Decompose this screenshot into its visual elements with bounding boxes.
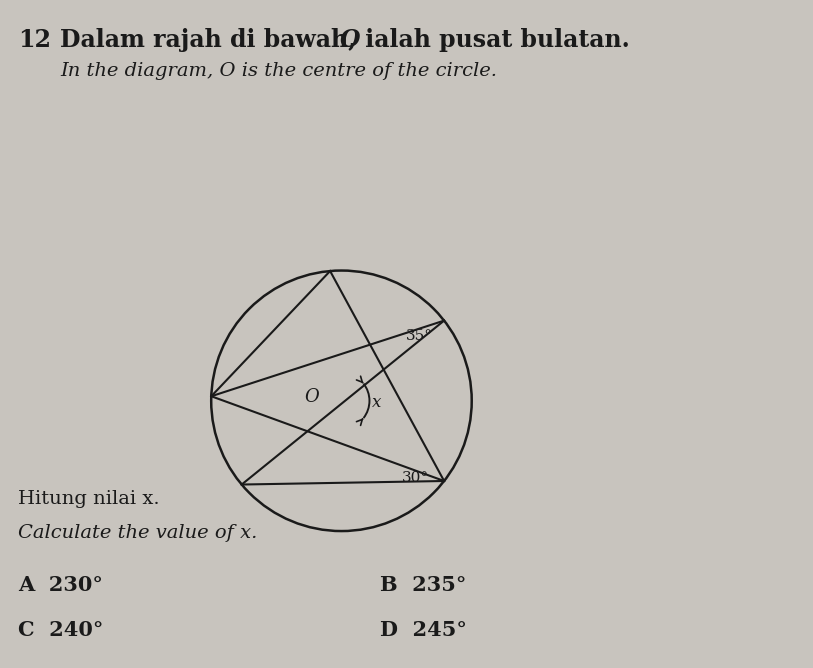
Text: ialah pusat bulatan.: ialah pusat bulatan. — [357, 28, 630, 52]
Text: A  230°: A 230° — [18, 575, 103, 595]
Text: O: O — [305, 388, 320, 405]
Text: Calculate the value of x.: Calculate the value of x. — [18, 524, 258, 542]
Text: In the diagram, O is the centre of the circle.: In the diagram, O is the centre of the c… — [60, 62, 497, 80]
Text: D  245°: D 245° — [380, 620, 467, 640]
Text: Dalam rajah di bawah,: Dalam rajah di bawah, — [60, 28, 364, 52]
Text: O: O — [340, 28, 361, 52]
Text: 12: 12 — [18, 28, 51, 52]
Text: C  240°: C 240° — [18, 620, 103, 640]
Text: x: x — [372, 394, 380, 411]
Text: Hitung nilai x.: Hitung nilai x. — [18, 490, 159, 508]
Text: 30°: 30° — [402, 471, 429, 485]
Text: 35°: 35° — [406, 329, 433, 343]
Text: B  235°: B 235° — [380, 575, 467, 595]
